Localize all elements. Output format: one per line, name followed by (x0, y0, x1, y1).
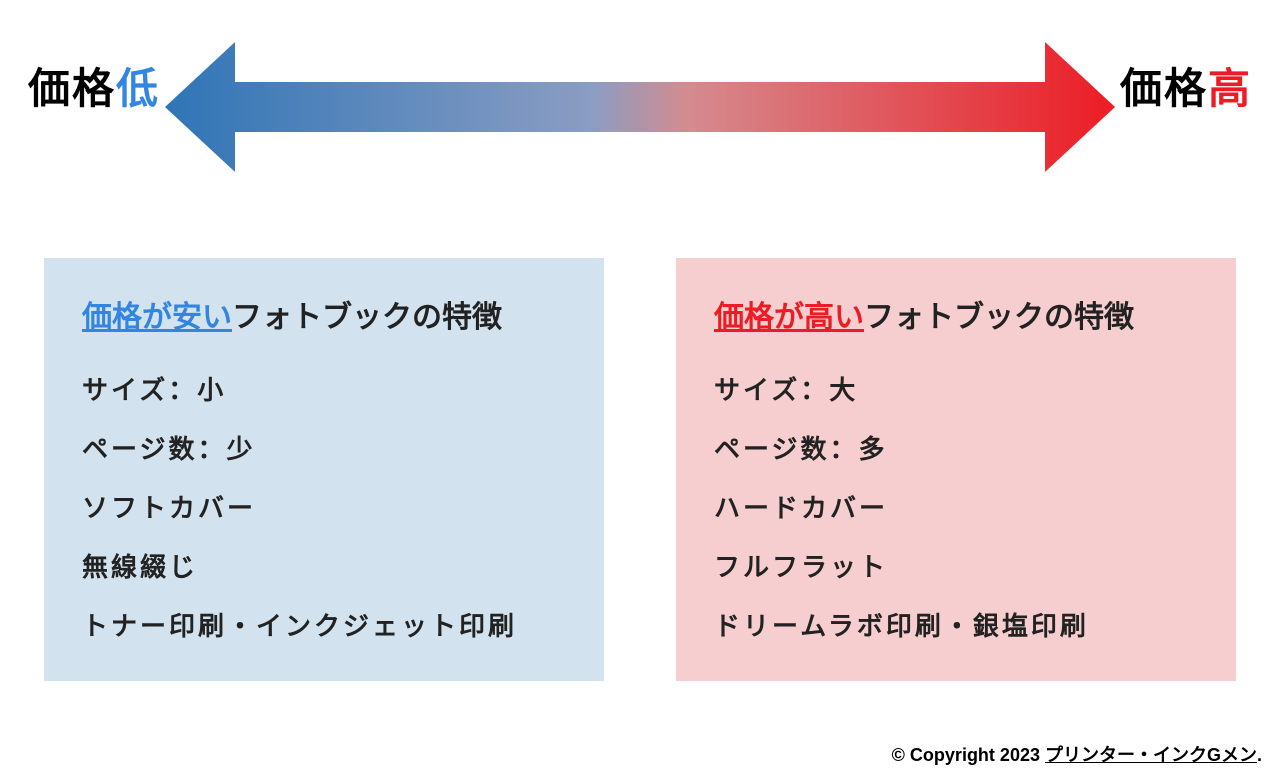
high-price-panel: 価格が高いフォトブックの特徴 サイズ：大ページ数：多ハードカバーフルフラットドリ… (676, 258, 1236, 681)
price-high-label: 価格高 (1120, 55, 1252, 116)
high-price-feature-list: サイズ：大ページ数：多ハードカバーフルフラットドリームラボ印刷・銀塩印刷 (714, 370, 1198, 643)
list-item: サイズ：小 (82, 370, 566, 407)
price-spectrum-arrow (165, 42, 1115, 172)
list-item: ページ数：少 (82, 429, 566, 466)
comparison-panels: 価格が安いフォトブックの特徴 サイズ：小ページ数：少ソフトカバー無線綴じトナー印… (44, 258, 1236, 681)
price-low-accent: 低 (116, 65, 160, 112)
low-price-feature-list: サイズ：小ページ数：少ソフトカバー無線綴じトナー印刷・インクジェット印刷 (82, 370, 566, 643)
double-arrow-icon (165, 42, 1115, 172)
list-item: 無線綴じ (82, 547, 566, 584)
low-title-accent: 価格が安い (82, 301, 232, 334)
copyright-link[interactable]: プリンター・インクGメン (1045, 745, 1257, 765)
copyright: © Copyright 2023 プリンター・インクGメン. (892, 741, 1262, 767)
price-low-label: 価格低 (28, 55, 160, 116)
list-item: ページ数：多 (714, 429, 1198, 466)
high-title-accent: 価格が高い (714, 301, 864, 334)
copyright-suffix: . (1257, 745, 1262, 765)
high-price-panel-title: 価格が高いフォトブックの特徴 (714, 292, 1198, 336)
copyright-prefix: © Copyright 2023 (892, 745, 1045, 765)
high-title-rest: フォトブックの特徴 (864, 301, 1134, 334)
price-high-accent: 高 (1208, 65, 1252, 112)
list-item: トナー印刷・インクジェット印刷 (82, 606, 566, 643)
price-low-prefix: 価格 (28, 65, 116, 112)
list-item: ドリームラボ印刷・銀塩印刷 (714, 606, 1198, 643)
list-item: フルフラット (714, 547, 1198, 584)
low-price-panel-title: 価格が安いフォトブックの特徴 (82, 292, 566, 336)
list-item: ハードカバー (714, 488, 1198, 525)
low-title-rest: フォトブックの特徴 (232, 301, 502, 334)
low-price-panel: 価格が安いフォトブックの特徴 サイズ：小ページ数：少ソフトカバー無線綴じトナー印… (44, 258, 604, 681)
list-item: サイズ：大 (714, 370, 1198, 407)
price-high-prefix: 価格 (1120, 65, 1208, 112)
list-item: ソフトカバー (82, 488, 566, 525)
